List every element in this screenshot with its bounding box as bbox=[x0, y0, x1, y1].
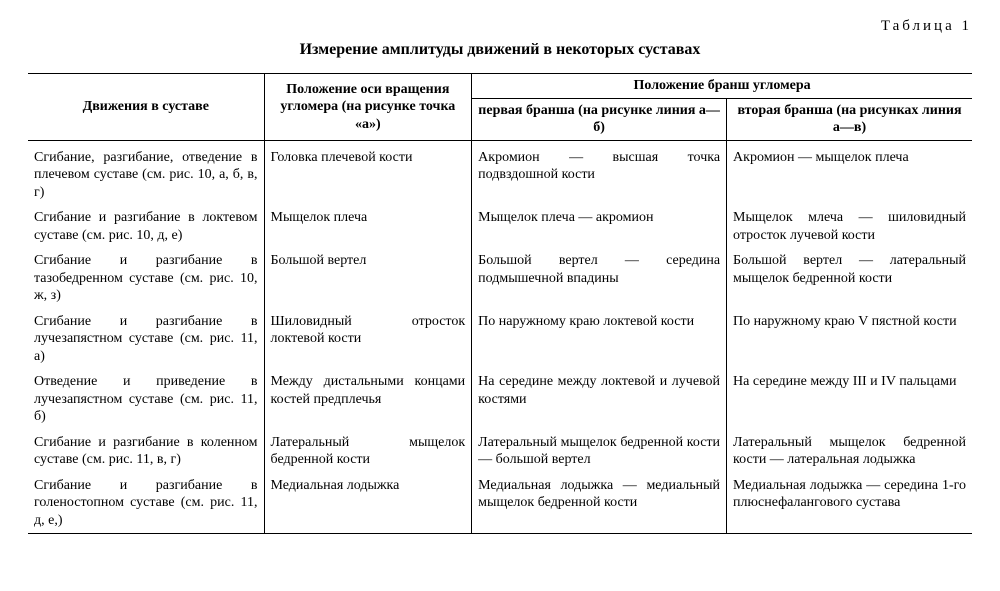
cell-branch1: Мыщелок плеча — акромион bbox=[472, 205, 727, 248]
cell-branch1: На середине между локтевой и лучевой кос… bbox=[472, 369, 727, 430]
amplitude-table: Движения в суставе Положение оси вращени… bbox=[28, 73, 972, 534]
table-row: Отведение и приведение в лучезапястном с… bbox=[28, 369, 972, 430]
header-col3: первая бранша (на рисунке линия а—б) bbox=[472, 98, 727, 140]
cell-movement: Сгибание и разгибание в коленном суставе… bbox=[28, 430, 264, 473]
cell-branch1: Латеральный мыщелок бедренной кости — бо… bbox=[472, 430, 727, 473]
cell-axis: Шиловидный отросток локтевой кости bbox=[264, 309, 472, 370]
cell-movement: Сгибание и разгибание в тазобедренном су… bbox=[28, 248, 264, 309]
table-row: Сгибание и разгибание в голеностопном су… bbox=[28, 473, 972, 534]
cell-branch1: Большой вертел — середина подмышечной вп… bbox=[472, 248, 727, 309]
cell-branch2: Мыщелок млеча — шиловидный отросток луче… bbox=[727, 205, 972, 248]
cell-axis: Между дистальными концами костей предпле… bbox=[264, 369, 472, 430]
cell-movement: Сгибание, разгибание, отведение в плечев… bbox=[28, 140, 264, 205]
header-group: Положение бранш угломера bbox=[472, 74, 972, 99]
table-row: Сгибание, разгибание, отведение в плечев… bbox=[28, 140, 972, 205]
table-body: Сгибание, разгибание, отведение в плечев… bbox=[28, 140, 972, 534]
header-col4: вторая бранша (на рисунках линия а—в) bbox=[727, 98, 972, 140]
table-number: Таблица 1 bbox=[28, 18, 972, 35]
table-title: Измерение амплитуды движений в некоторых… bbox=[28, 41, 972, 59]
cell-axis: Большой вертел bbox=[264, 248, 472, 309]
cell-branch1: Медиальная лодыжка — медиальный мыщелок … bbox=[472, 473, 727, 534]
cell-movement: Сгибание и разгибание в голеностопном су… bbox=[28, 473, 264, 534]
cell-branch2: Акромион — мыщелок плеча bbox=[727, 140, 972, 205]
cell-branch2: Большой вертел — латеральный мыщелок бед… bbox=[727, 248, 972, 309]
cell-axis: Головка плечевой кости bbox=[264, 140, 472, 205]
cell-branch1: По наружному краю локтевой кости bbox=[472, 309, 727, 370]
cell-branch2: Латеральный мыщелок бедренной кости — ла… bbox=[727, 430, 972, 473]
cell-branch1: Акромион — высшая точка подвздошной кост… bbox=[472, 140, 727, 205]
cell-movement: Отведение и приведение в лучезапястном с… bbox=[28, 369, 264, 430]
header-col1: Движения в суставе bbox=[28, 74, 264, 141]
cell-axis: Медиальная лодыжка bbox=[264, 473, 472, 534]
cell-axis: Латеральный мыщелок бедренной кости bbox=[264, 430, 472, 473]
table-row: Сгибание и разгибание в коленном суставе… bbox=[28, 430, 972, 473]
cell-axis: Мыщелок плеча bbox=[264, 205, 472, 248]
cell-movement: Сгибание и разгибание в локтевом суставе… bbox=[28, 205, 264, 248]
table-row: Сгибание и разгибание в тазобедренном су… bbox=[28, 248, 972, 309]
cell-movement: Сгибание и разгибание в лучезапястном су… bbox=[28, 309, 264, 370]
cell-branch2: Медиальная лодыжка — середина 1-го плюсн… bbox=[727, 473, 972, 534]
header-col2: Положение оси вращения угломера (на рису… bbox=[264, 74, 472, 141]
table-row: Сгибание и разгибание в лучезапястном су… bbox=[28, 309, 972, 370]
table-row: Сгибание и разгибание в локтевом суставе… bbox=[28, 205, 972, 248]
cell-branch2: По наружному краю V пястной кости bbox=[727, 309, 972, 370]
cell-branch2: На середине между III и IV пальцами bbox=[727, 369, 972, 430]
